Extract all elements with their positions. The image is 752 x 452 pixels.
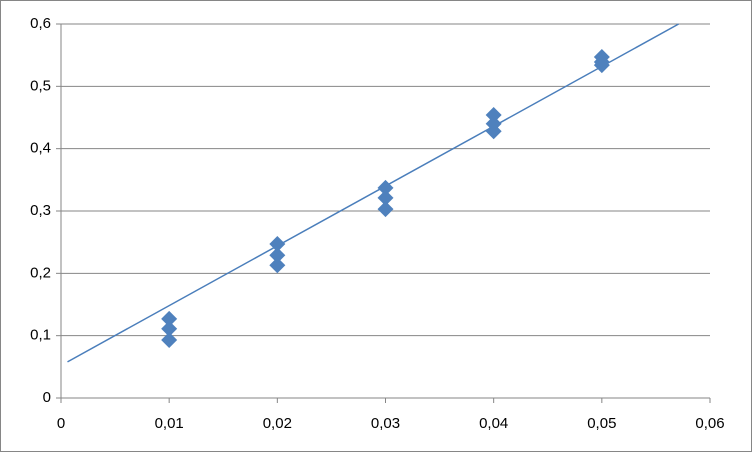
point: [377, 189, 394, 206]
x-tick-label: 0,03: [371, 415, 400, 432]
x-tick-label: 0,02: [263, 415, 292, 432]
x-tick-label: 0,06: [695, 415, 724, 432]
point: [269, 236, 286, 253]
point: [269, 247, 286, 264]
y-tick-label: 0: [43, 389, 51, 406]
y-tick-label: 0,5: [30, 77, 51, 94]
point: [485, 107, 502, 124]
point: [485, 123, 502, 140]
point: [161, 332, 178, 349]
y-tick-label: 0,4: [30, 140, 51, 157]
point: [593, 57, 610, 74]
point: [377, 179, 394, 196]
x-tick-label: 0,05: [587, 415, 616, 432]
point: [161, 310, 178, 327]
x-tick-label: 0,04: [479, 415, 508, 432]
trendline: [67, 23, 679, 363]
y-tick-label: 0,3: [30, 202, 51, 219]
y-tick-label: 0,1: [30, 327, 51, 344]
x-tick-label: 0,01: [155, 415, 184, 432]
point: [161, 320, 178, 337]
y-tick-label: 0,2: [30, 264, 51, 281]
point: [269, 257, 286, 274]
x-tick-label: 0: [57, 415, 65, 432]
y-tick-label: 0,6: [30, 15, 51, 32]
point: [377, 201, 394, 218]
